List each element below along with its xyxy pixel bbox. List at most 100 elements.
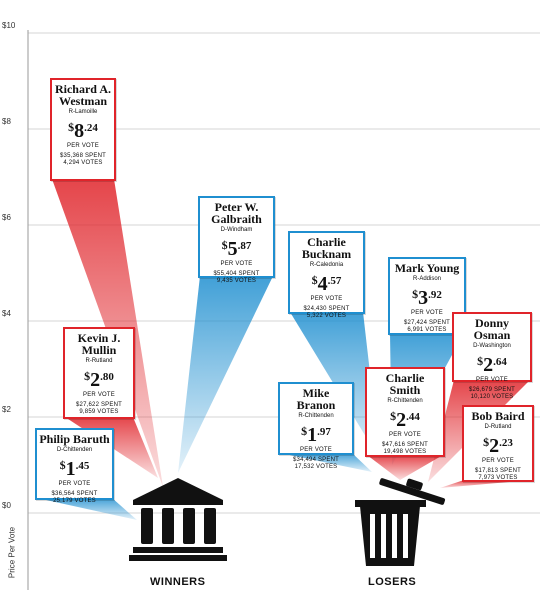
price-per-vote: $2.80 (67, 366, 131, 392)
per-vote-label: PER VOTE (411, 310, 443, 316)
price-whole: 8 (74, 120, 85, 142)
candidate-party: D-Washington (473, 343, 511, 349)
price-cents: .92 (428, 289, 442, 301)
per-vote-label: PER VOTE (58, 481, 91, 487)
candidate-party: D-Chittenden (56, 447, 93, 453)
y-tick-label: $8 (2, 117, 11, 126)
price-per-vote: $2.64 (456, 351, 528, 377)
candidate-name: Peter W. Galbraith (211, 200, 262, 226)
amount-spent: $36,564 SPENT (51, 491, 98, 497)
amount-spent: $24,430 SPENT (303, 306, 350, 312)
candidate-party: D-Windham (220, 227, 253, 233)
price-cents: .24 (84, 122, 98, 134)
candidate-party: R-Rutland (85, 358, 113, 364)
price-cents: .45 (75, 460, 90, 472)
amount-spent: $55,404 SPENT (213, 271, 260, 277)
price-cents: .57 (327, 275, 342, 287)
price-per-vote: $8.24 (54, 117, 112, 143)
vote-count: 9,859 VOTES (79, 409, 119, 415)
vote-count: 7,973 VOTES (478, 475, 518, 481)
price-cents: .87 (237, 240, 252, 252)
candidate-name: Richard A. Westman (54, 82, 111, 108)
per-vote-label: PER VOTE (482, 458, 514, 464)
candidate-box: Donny Osman D-Washington $2.64 PER VOTE $26,… (452, 312, 532, 400)
dollar-sign: $ (483, 435, 490, 449)
price-whole: 2 (90, 369, 101, 391)
group-label-winners: WINNERS (150, 576, 206, 588)
amount-spent: $35,368 SPENT (60, 153, 106, 159)
y-tick-label: $2 (2, 405, 11, 414)
y-tick-label: $6 (2, 213, 11, 222)
price-cents: .44 (406, 411, 420, 423)
trash-can-icon (355, 478, 446, 566)
price-cents: .97 (317, 426, 331, 438)
price-per-vote: $3.92 (392, 284, 462, 310)
dollar-sign: $ (68, 120, 75, 134)
dollar-sign: $ (301, 424, 308, 438)
y-tick-label: $4 (2, 309, 11, 318)
y-tick-label: $0 (2, 501, 11, 510)
y-axis-label: Price Per Vote (7, 526, 17, 579)
vote-count: 19,498 VOTES (383, 449, 427, 455)
amount-spent: $27,424 SPENT (404, 320, 450, 326)
price-whole: 2 (483, 354, 494, 376)
price-per-vote: $4.57 (292, 270, 361, 296)
price-cents: .23 (499, 437, 513, 449)
vote-count: 4,294 VOTES (63, 160, 103, 166)
per-vote-label: PER VOTE (67, 143, 99, 149)
price-per-vote: $2.23 (466, 432, 530, 458)
candidate-name: Charlie Smith (385, 371, 425, 397)
courthouse-icon (129, 478, 227, 561)
candidate-box: Richard A. Westman R-Lamoille $8.24 PER VOT… (50, 78, 116, 181)
candidate-party: R-Chittenden (387, 398, 423, 404)
vote-count: 9,435 VOTES (216, 278, 257, 284)
vote-count: 6,991 VOTES (407, 327, 447, 333)
amount-spent: $27,622 SPENT (76, 402, 122, 408)
price-whole: 1 (307, 424, 318, 446)
amount-spent: $34,494 SPENT (293, 457, 339, 463)
group-label-losers: LOSERS (368, 576, 417, 588)
price-whole: 2 (396, 409, 407, 431)
candidate-box: Kevin J. Mullin R-Rutland $2.80 PER VOTE $27… (63, 327, 135, 419)
price-per-vote: $1.45 (39, 455, 110, 481)
candidate-name: Philip Baruth (39, 432, 110, 446)
price-whole: 1 (65, 458, 76, 480)
y-tick-label: $10 (2, 21, 16, 30)
candidate-box: Charlie Smith R-Chittenden $2.44 PER VOTE $4… (365, 367, 445, 457)
price-whole: 4 (317, 273, 328, 295)
price-cents: .64 (493, 356, 507, 368)
candidate-box: Philip Baruth D-Chittenden $1.45 PER VOTE $3… (35, 428, 114, 504)
candidate-party: R-Lamoille (68, 109, 98, 115)
candidate-party: R-Chittenden (298, 413, 334, 419)
price-per-vote: $5.87 (202, 235, 271, 261)
beam-peter-w-galbraith (178, 276, 273, 473)
per-vote-label: PER VOTE (310, 296, 343, 302)
candidate-box: Bob Baird D-Rutland $2.23 PER VOTE $17,813 S… (462, 405, 534, 482)
candidate-name: Mark Young (394, 261, 460, 275)
candidate-name: Charlie Bucknam (301, 235, 352, 261)
candidate-name: Bob Baird (471, 409, 525, 423)
dollar-sign: $ (311, 273, 318, 287)
beam-mike-branon (280, 453, 372, 472)
beam-bob-baird (440, 480, 532, 488)
per-vote-label: PER VOTE (389, 432, 421, 438)
amount-spent: $47,616 SPENT (382, 442, 428, 448)
vote-count: 17,532 VOTES (294, 464, 338, 470)
price-whole: 2 (489, 435, 500, 457)
dollar-sign: $ (84, 369, 91, 383)
vote-count: 5,322 VOTES (306, 313, 347, 319)
vote-count: 25,179 VOTES (53, 498, 96, 504)
candidate-name: Mike Branon (296, 386, 336, 412)
per-vote-label: PER VOTE (300, 447, 332, 453)
candidate-name: Donny Osman (473, 316, 511, 342)
price-cents: .80 (100, 371, 114, 383)
dollar-sign: $ (221, 238, 228, 252)
amount-spent: $17,813 SPENT (475, 468, 521, 474)
per-vote-label: PER VOTE (476, 377, 508, 383)
candidate-box: Mike Branon R-Chittenden $1.97 PER VOTE $34,… (278, 382, 354, 470)
vote-count: 10,120 VOTES (470, 394, 514, 400)
dollar-sign: $ (412, 287, 419, 301)
dollar-sign: $ (477, 354, 484, 368)
price-per-vote: $2.44 (369, 406, 441, 432)
dollar-sign: $ (390, 409, 397, 423)
